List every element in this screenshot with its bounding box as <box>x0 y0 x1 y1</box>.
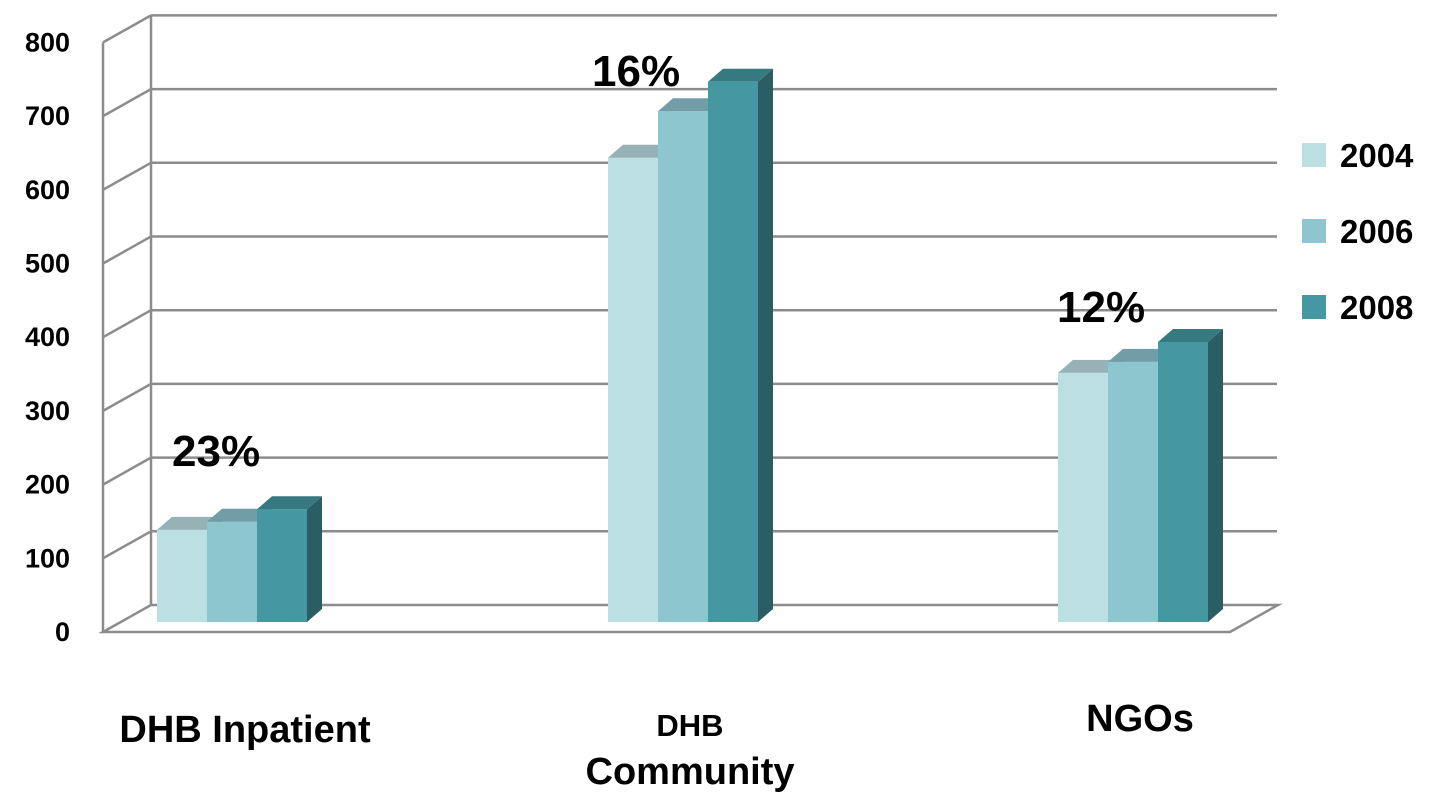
bar-top-face <box>1158 328 1223 342</box>
bar-top-face <box>1058 359 1123 373</box>
bar-2008-dhb-inpatient <box>257 496 322 622</box>
bar-2008-ngos <box>1158 328 1223 622</box>
bar-top-face <box>1108 348 1173 362</box>
legend-swatch <box>1302 295 1326 319</box>
gridline-diagonal <box>102 235 152 265</box>
bar-side-face <box>307 496 322 622</box>
gridline-diagonal <box>102 88 152 118</box>
percent-label: 12% <box>1057 283 1145 332</box>
bar-front-face <box>157 529 207 622</box>
y-tick-label: 200 <box>25 470 70 500</box>
legend-item-2008: 2008 <box>1302 289 1413 326</box>
bar-top-face <box>608 144 673 158</box>
legend-item-2006: 2006 <box>1302 213 1413 250</box>
y-tick-label: 300 <box>25 396 70 426</box>
percent-label: 23% <box>172 427 260 476</box>
bar-top-face <box>708 68 773 82</box>
y-tick-label: 700 <box>25 101 70 131</box>
legend-label: 2006 <box>1340 213 1413 250</box>
percent-label: 16% <box>592 47 680 96</box>
bar-front-face <box>708 81 758 623</box>
legend-swatch <box>1302 219 1326 243</box>
bar-front-face <box>658 111 708 622</box>
gridline-diagonal <box>102 161 152 191</box>
gridline-diagonal <box>102 14 152 44</box>
legend-label: 2008 <box>1340 289 1413 326</box>
category-label: NGOs <box>1086 698 1194 740</box>
bar-side-face <box>758 68 773 623</box>
gridline-diagonal <box>102 530 152 560</box>
bar-top-face <box>207 508 272 522</box>
y-axis: 0 100 200 300 400 500 600 700 800 <box>25 27 105 647</box>
y-tick-label: 100 <box>25 543 70 573</box>
y-tick-label: 800 <box>25 27 70 57</box>
bar-top-face <box>257 496 322 510</box>
category-labels: DHB Inpatient DHB Community NGOs <box>119 698 1193 793</box>
legend-item-2004: 2004 <box>1302 137 1414 174</box>
legend-swatch <box>1302 143 1326 167</box>
gridline-diagonal <box>102 382 152 412</box>
bar-2008-dhb-community <box>708 68 773 623</box>
y-tick-label: 500 <box>25 249 70 279</box>
bar-side-face <box>1208 328 1223 622</box>
category-label: DHB Community <box>586 708 795 793</box>
bars <box>157 68 1223 623</box>
bar-front-face <box>1058 372 1108 622</box>
bar-front-face <box>608 157 658 622</box>
bar-front-face <box>207 521 257 622</box>
bar-top-face <box>157 516 222 530</box>
legend-label: 2004 <box>1340 137 1414 174</box>
bar-front-face <box>1108 361 1158 622</box>
y-tick-label: 0 <box>55 617 70 647</box>
y-tick-label: 600 <box>25 175 70 205</box>
category-label: DHB Inpatient <box>119 709 371 751</box>
y-tick-label: 400 <box>25 322 70 352</box>
bar-top-face <box>658 98 723 112</box>
percent-annotations: 23% 16% 12% <box>172 47 1145 476</box>
legend: 2004 2006 2008 <box>1302 137 1414 326</box>
chart-floor <box>98 603 1283 634</box>
gridline-diagonal <box>102 456 152 486</box>
gridline-diagonal <box>102 309 152 339</box>
bar-front-face <box>1158 341 1208 622</box>
bar-front-face <box>257 509 307 622</box>
